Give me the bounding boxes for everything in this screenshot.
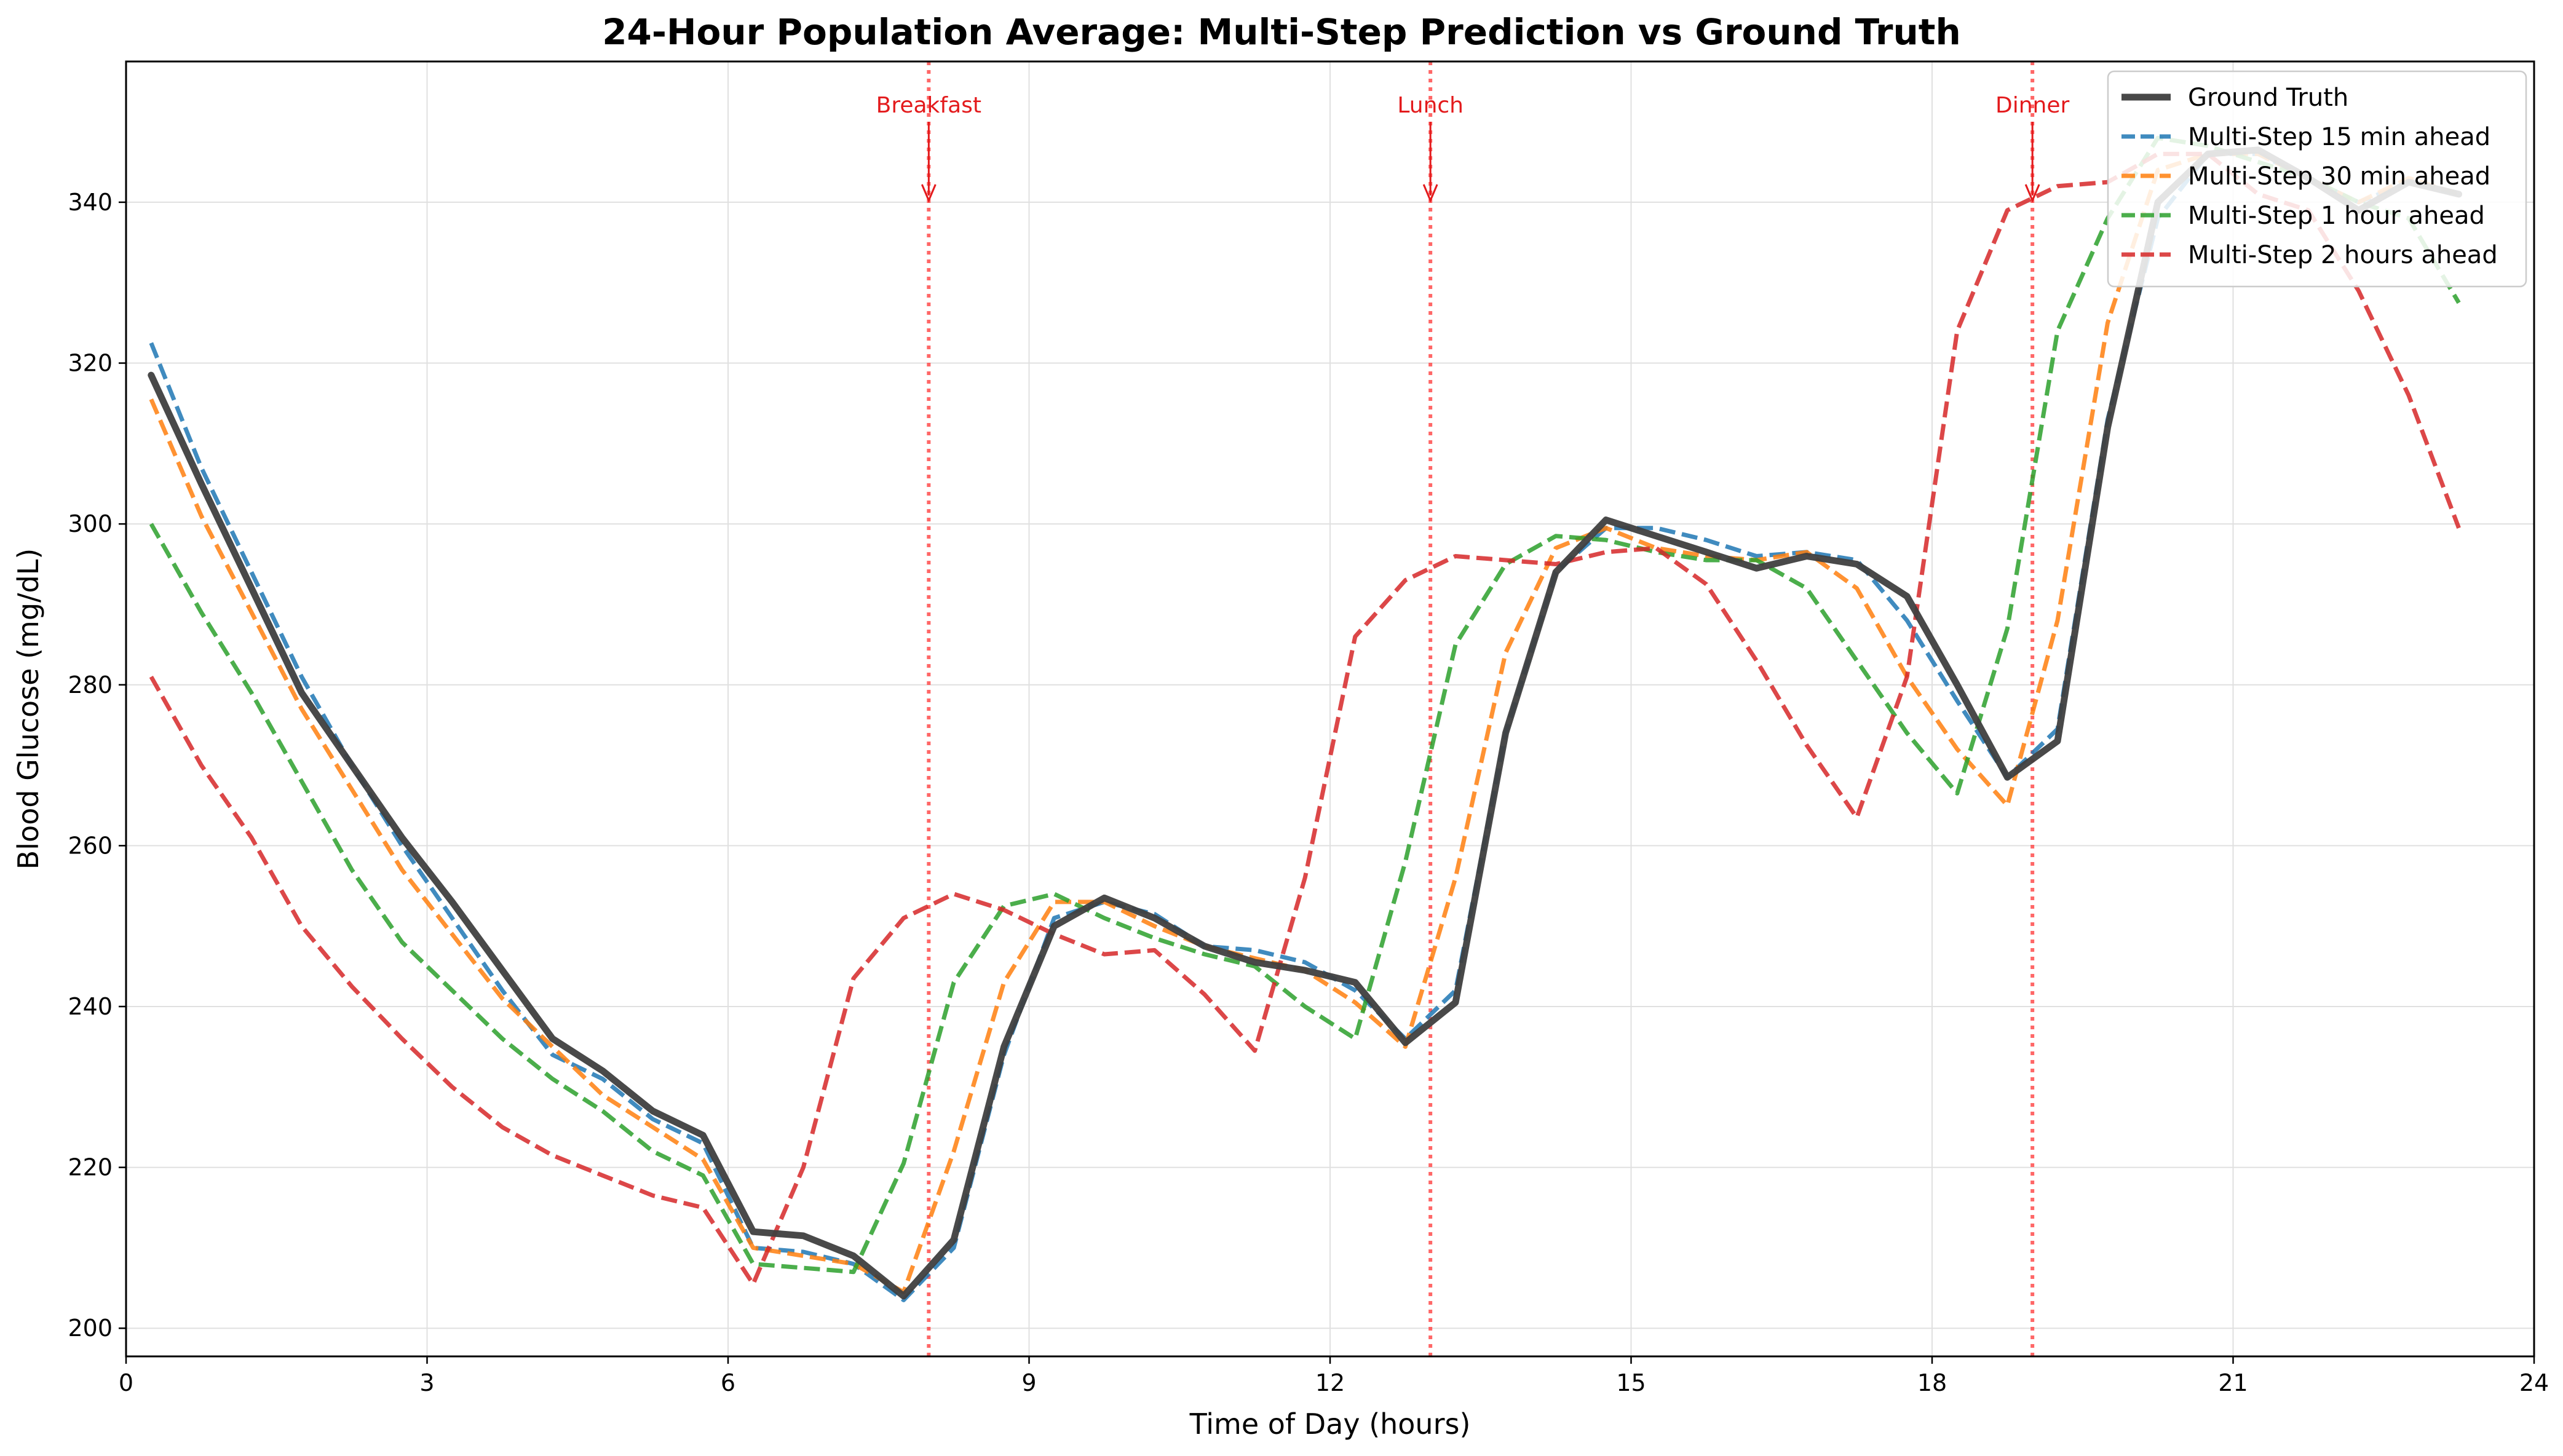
y-tick-label: 260 — [68, 832, 113, 859]
meal-label: Breakfast — [876, 93, 981, 118]
legend-box — [2107, 70, 2527, 288]
y-tick-label: 280 — [68, 671, 113, 698]
legend-label: Multi-Step 30 min ahead — [2188, 162, 2490, 191]
x-tick-label: 18 — [1917, 1369, 1947, 1396]
x-tick-label: 3 — [419, 1369, 434, 1396]
meal-arrow-head — [1422, 184, 1438, 203]
x-axis-label: Time of Day (hours) — [1189, 1407, 1471, 1441]
meal-arrow-head — [921, 184, 937, 203]
x-tick-label: 6 — [721, 1369, 735, 1396]
y-axis-label: Blood Glucose (mg/dL) — [12, 548, 45, 870]
chart-title: 24-Hour Population Average: Multi-Step P… — [602, 11, 1961, 53]
y-tick-label: 320 — [68, 350, 113, 377]
x-tick-label: 9 — [1021, 1369, 1036, 1396]
meal-arrow-head — [2024, 184, 2040, 203]
legend-label: Multi-Step 15 min ahead — [2188, 123, 2490, 151]
legend-label: Multi-Step 1 hour ahead — [2188, 202, 2485, 230]
x-tick-label: 12 — [1315, 1369, 1345, 1396]
y-tick-label: 240 — [68, 993, 113, 1020]
series-line-3 — [149, 135, 2461, 1275]
series-line-0 — [148, 146, 2463, 1300]
y-tick-label: 200 — [68, 1315, 113, 1342]
x-tick-label: 15 — [1616, 1369, 1646, 1396]
meal-label: Lunch — [1397, 93, 1464, 118]
x-axis-ticks: 0 3 6 9 12 15 18 21 24 — [119, 1356, 2549, 1396]
legend: Ground Truth Multi-Step 15 min ahead Multi… — [2107, 70, 2527, 288]
y-axis-ticks: 200 220 240 260 280 300 320 340 — [68, 189, 126, 1342]
x-tick-label: 21 — [2218, 1369, 2248, 1396]
series-line-4 — [149, 151, 2461, 1286]
y-tick-label: 220 — [68, 1154, 113, 1181]
y-tick-label: 340 — [68, 189, 113, 216]
meal-annotations: Breakfast Lunch Dinner — [876, 93, 2070, 203]
y-tick-label: 300 — [68, 510, 113, 537]
legend-label: Ground Truth — [2188, 84, 2348, 112]
data-series — [148, 135, 2463, 1302]
legend-label: Multi-Step 2 hours ahead — [2188, 241, 2498, 269]
x-tick-label: 0 — [119, 1369, 133, 1396]
x-tick-label: 24 — [2519, 1369, 2549, 1396]
meal-label: Dinner — [1995, 93, 2070, 118]
